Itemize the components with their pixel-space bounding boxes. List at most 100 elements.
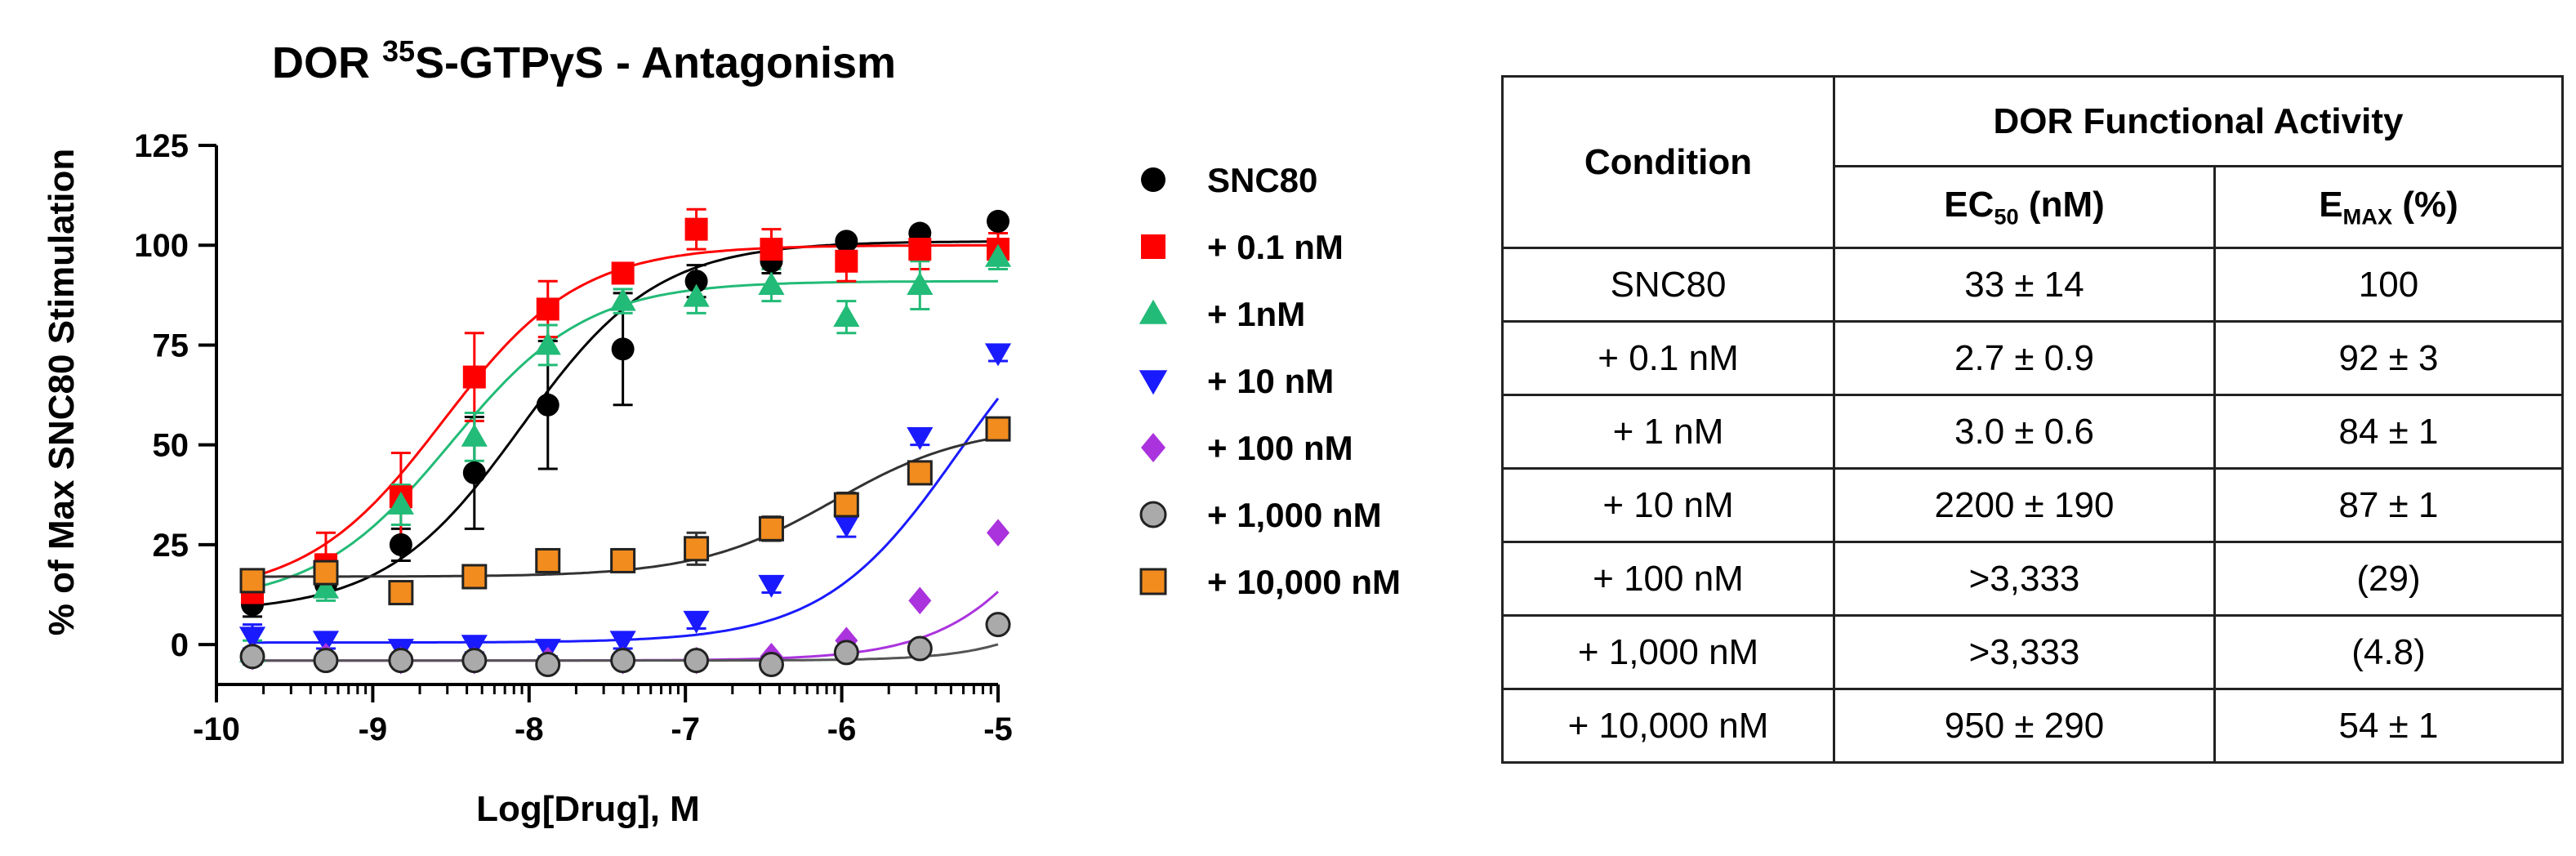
condition-cell: + 1 nM [1501,394,1835,470]
data-point [984,343,1012,367]
table-row: + 10 nM 2200 ± 190 87 ± 1 [1501,467,2564,543]
emax-cell: (29) [2213,541,2564,617]
data-points [238,209,1012,678]
data-point [985,612,1011,638]
data-point [389,533,412,556]
legend-label: + 100 nM [1207,429,1353,467]
emax-cell: 100 [2213,247,2564,323]
table-row: + 100 nM >3,333 (29) [1501,541,2564,617]
emax-cell: 84 ± 1 [2213,394,2564,470]
data-point [239,644,265,670]
ec50-cell: 2200 ± 190 [1833,467,2216,543]
data-point [609,288,636,311]
condition-cell: + 100 nM [1501,541,1835,617]
data-point [387,491,414,515]
data-point [835,230,858,253]
condition-cell: SNC80 [1501,247,1835,323]
table-row: + 0.1 nM 2.7 ± 0.9 92 ± 3 [1501,320,2564,396]
data-point [758,515,784,542]
data-point [908,238,932,261]
ec50-header: EC50 (nM) [1833,165,2216,249]
ec50-cell: 950 ± 290 [1833,688,2216,764]
y-axis-title: % of Max SNC80 Stimulation [42,149,82,636]
data-point [987,209,1009,233]
x-tick-label: -7 [671,711,700,747]
data-point [388,648,414,674]
y-tick-label: 75 [153,328,189,363]
legend-marker [1141,167,1165,192]
legend-label: SNC80 [1207,161,1317,199]
dose-response-chart: DOR 35S-GTPγS - Antagonism % of Max SNC8… [42,34,1401,829]
emax-cell: (4.8) [2213,614,2564,690]
condition-cell: + 0.1 nM [1501,320,1835,396]
data-point [833,304,860,328]
ec50-cell: >3,333 [1833,541,2216,617]
ec50-cell: 3.0 ± 0.6 [1833,394,2216,470]
data-point [462,365,486,389]
data-point [758,652,784,678]
data-point [907,635,933,662]
data-point [684,270,708,293]
table-row: + 1,000 nM >3,333 (4.8) [1501,614,2564,690]
ec50-cell: 2.7 ± 0.9 [1833,320,2216,396]
chart-title: DOR 35S-GTPγS - Antagonism [272,34,896,87]
condition-cell: + 10,000 nM [1501,688,1835,764]
data-point [833,640,859,666]
legend-marker [1139,501,1167,528]
data-point [610,648,636,674]
data-point [536,393,559,417]
x-tick-label: -10 [193,711,240,747]
emax-cell: 54 ± 1 [2213,688,2564,764]
fit-curve [252,397,1000,644]
table-row: + 10,000 nM 950 ± 290 54 ± 1 [1501,688,2564,764]
data-point [461,423,488,447]
legend-marker [1139,299,1168,324]
condition-cell: + 1,000 nM [1501,614,1835,690]
data-point [238,626,266,650]
fit-curve [252,279,999,590]
table-row: SNC80 33 ± 14 100 [1501,247,2564,323]
legend-label: + 10,000 nM [1207,563,1401,601]
y-tick-label: 25 [153,528,189,564]
emax-cell: 92 ± 3 [2213,320,2564,396]
axes: -10 -9 -8 -7 -6 -5 0 25 50 75 100 125 [134,128,1013,747]
legend-marker [1141,234,1165,259]
legend-label: + 1,000 nM [1207,496,1382,534]
data-point [985,416,1011,442]
data-point [239,568,265,594]
data-point [684,648,710,674]
data-point [313,648,339,674]
data-point [535,652,561,678]
data-point [534,332,561,355]
x-axis-title: Log[Drug], M [476,789,700,829]
data-point [907,426,934,450]
data-point [760,238,783,261]
x-tick-label: -5 [983,711,1013,747]
data-point [313,560,339,586]
data-point [536,297,559,321]
ec50-cell: >3,333 [1833,614,2216,690]
emax-cell: 87 ± 1 [2213,467,2564,543]
data-point [535,547,561,573]
legend-label: + 0.1 nM [1207,228,1344,266]
data-point [833,515,860,538]
table-row: + 1 nM 3.0 ± 0.6 84 ± 1 [1501,394,2564,470]
data-point [683,283,710,307]
y-tick-label: 50 [153,428,189,464]
emax-header: EMAX (%) [2213,165,2564,249]
data-point [312,631,340,654]
data-point [461,564,488,590]
data-point [611,261,635,285]
data-point [833,492,859,518]
x-tick-label: -9 [359,711,388,747]
data-point [609,631,636,654]
data-point [984,243,1012,267]
y-tick-label: 125 [134,128,189,164]
data-point [907,460,933,486]
data-point [461,635,488,658]
data-point [835,249,858,273]
data-point [683,610,710,634]
legend-label: + 10 nM [1207,362,1334,400]
data-point [684,217,708,241]
data-point [758,574,785,598]
